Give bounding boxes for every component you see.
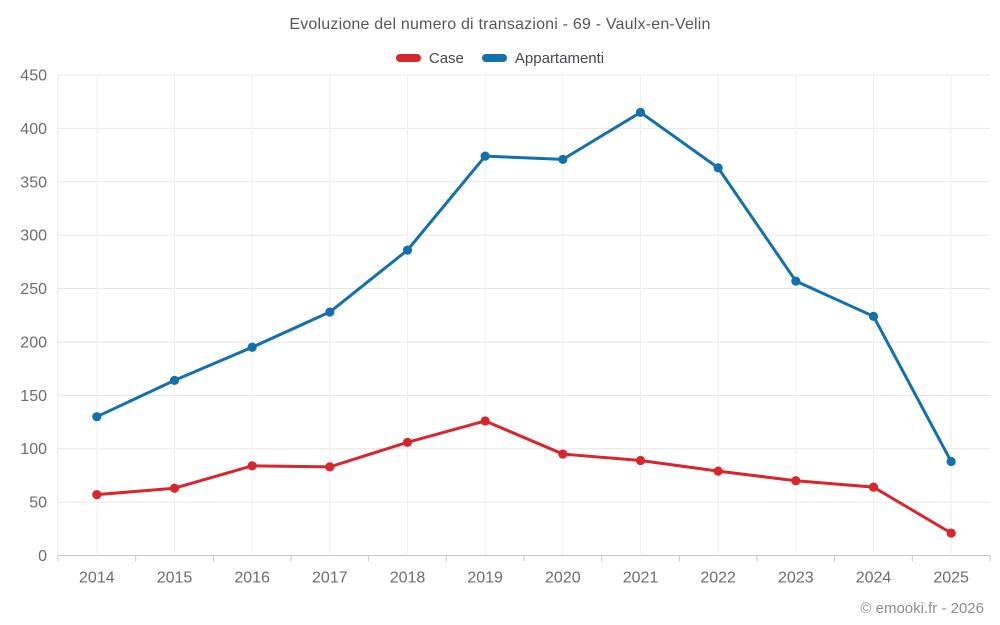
chart-title: Evoluzione del numero di transazioni - 6… — [289, 16, 711, 33]
data-point-case[interactable] — [713, 466, 723, 476]
data-point-appartamenti[interactable] — [946, 456, 956, 467]
x-axis-label: 2024 — [856, 570, 892, 587]
data-point-case[interactable] — [402, 437, 413, 447]
data-point-case[interactable] — [325, 462, 335, 472]
data-point-appartamenti[interactable] — [635, 107, 646, 117]
y-axis-label: 50 — [29, 495, 47, 512]
data-point-case[interactable] — [480, 416, 490, 426]
data-point-appartamenti[interactable] — [402, 245, 413, 255]
legend-label: Appartamenti — [514, 49, 605, 67]
data-point-case[interactable] — [635, 455, 646, 466]
x-axis-label: 2014 — [79, 570, 115, 587]
data-point-case[interactable] — [946, 528, 956, 538]
legend: Case Appartamenti — [0, 47, 1000, 69]
x-axis-label: 2016 — [234, 570, 270, 587]
series-line-appartamenti — [95, 110, 953, 464]
data-point-appartamenti[interactable] — [558, 154, 568, 164]
x-axis-label: 2019 — [467, 570, 503, 587]
data-point-appartamenti[interactable] — [868, 311, 879, 321]
data-point-appartamenti[interactable] — [169, 375, 180, 385]
y-axis-label: 400 — [20, 121, 47, 138]
legend-item-case[interactable]: Case — [395, 49, 464, 67]
legend-item-appartamenti[interactable]: Appartamenti — [481, 49, 605, 67]
y-axis-label: 100 — [20, 441, 47, 458]
data-point-appartamenti[interactable] — [325, 307, 335, 317]
y-axis-label: 300 — [20, 228, 47, 245]
legend-swatch-appartamenti — [481, 54, 507, 62]
y-axis-label: 350 — [20, 174, 47, 191]
x-axis-label: 2025 — [933, 570, 969, 587]
x-axis-label: 2022 — [700, 570, 736, 587]
data-point-appartamenti[interactable] — [791, 276, 801, 286]
y-axis-label: 250 — [20, 281, 47, 298]
x-axis-label: 2015 — [157, 570, 193, 587]
legend-label: Case — [428, 49, 464, 67]
legend-swatch-case — [395, 54, 421, 62]
x-axis-label: 2021 — [623, 570, 659, 587]
data-point-case[interactable] — [868, 482, 879, 492]
data-point-appartamenti[interactable] — [247, 342, 257, 352]
credit-text: © emooki.fr - 2026 — [860, 600, 984, 617]
data-point-case[interactable] — [247, 461, 257, 471]
data-point-case[interactable] — [791, 476, 801, 486]
y-axis-label: 0 — [38, 548, 47, 565]
y-axis-label: 150 — [20, 388, 47, 405]
data-point-appartamenti[interactable] — [480, 151, 490, 161]
data-point-case[interactable] — [558, 449, 568, 459]
series-line-case — [95, 419, 953, 535]
data-point-case[interactable] — [92, 490, 102, 500]
x-axis-label: 2017 — [312, 570, 348, 587]
data-point-case[interactable] — [169, 483, 180, 493]
data-point-appartamenti[interactable] — [92, 412, 102, 422]
y-axis-label: 450 — [20, 68, 47, 85]
x-axis-label: 2023 — [778, 570, 814, 587]
x-axis-label: 2020 — [545, 570, 581, 587]
data-point-appartamenti[interactable] — [713, 163, 723, 173]
x-axis-label: 2018 — [390, 570, 426, 587]
y-axis-label: 200 — [20, 334, 47, 351]
